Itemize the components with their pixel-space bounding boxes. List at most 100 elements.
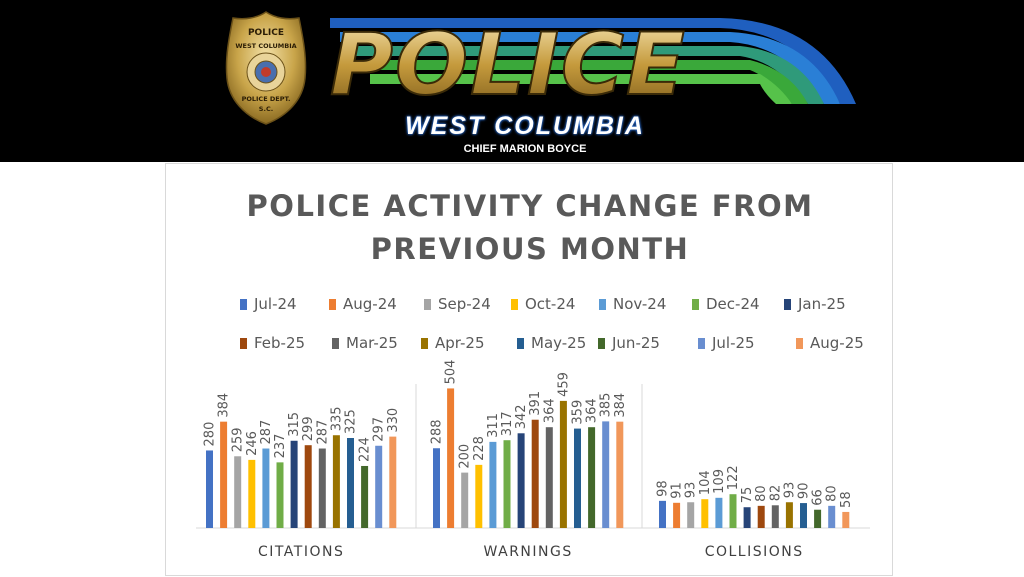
bar bbox=[842, 511, 850, 528]
legend-label: Aug-25 bbox=[810, 334, 864, 352]
bar bbox=[715, 497, 723, 528]
svg-text:S.C.: S.C. bbox=[259, 105, 273, 113]
data-label: 66 bbox=[811, 489, 826, 506]
legend-label: Dec-24 bbox=[706, 295, 760, 313]
bar bbox=[517, 433, 525, 528]
bar bbox=[290, 440, 298, 528]
data-label: 287 bbox=[315, 420, 330, 445]
data-label: 297 bbox=[372, 417, 387, 442]
chart-title-line-2: PREVIOUS MONTH bbox=[371, 232, 690, 266]
category-label: CITATIONS bbox=[258, 544, 344, 560]
legend-label: Nov-24 bbox=[613, 295, 666, 313]
police-badge-icon: POLICE WEST COLUMBIA POLICE DEPT. S.C. bbox=[225, 11, 307, 125]
data-label: 384 bbox=[217, 393, 232, 418]
category-label: WARNINGS bbox=[484, 544, 573, 560]
data-label: 259 bbox=[231, 427, 246, 452]
data-label: 364 bbox=[542, 398, 557, 423]
svg-text:POLICE DEPT.: POLICE DEPT. bbox=[242, 95, 291, 103]
bar bbox=[304, 445, 312, 528]
bar bbox=[687, 502, 695, 528]
bar bbox=[588, 427, 596, 528]
bar bbox=[701, 499, 709, 528]
bar bbox=[248, 459, 256, 528]
bar bbox=[475, 464, 483, 528]
legend-label: Apr-25 bbox=[435, 334, 485, 352]
legend-swatch bbox=[796, 338, 803, 349]
legend-label: Jun-25 bbox=[611, 334, 660, 352]
legend-swatch bbox=[692, 299, 699, 310]
data-label: 459 bbox=[556, 372, 571, 397]
bar bbox=[743, 507, 751, 528]
bar bbox=[757, 505, 765, 528]
data-label: 58 bbox=[839, 491, 854, 508]
legend-label: Oct-24 bbox=[525, 295, 575, 313]
bar bbox=[318, 448, 326, 528]
svg-text:POLICE: POLICE bbox=[330, 15, 687, 110]
data-label: 122 bbox=[726, 465, 741, 490]
legend-swatch bbox=[421, 338, 428, 349]
data-label: 98 bbox=[656, 480, 671, 497]
data-label: 93 bbox=[684, 482, 699, 499]
bar bbox=[616, 421, 624, 528]
bar bbox=[771, 505, 779, 528]
chart-panel: POLICE ACTIVITY CHANGE FROM PREVIOUS MON… bbox=[165, 163, 893, 576]
bar bbox=[461, 472, 469, 528]
bar bbox=[814, 509, 822, 528]
legend-swatch bbox=[517, 338, 524, 349]
data-label: 359 bbox=[571, 400, 586, 425]
legend-label: Mar-25 bbox=[346, 334, 398, 352]
bar bbox=[559, 400, 567, 528]
legend-label: May-25 bbox=[531, 334, 586, 352]
bar bbox=[602, 421, 610, 528]
bar bbox=[531, 419, 539, 528]
svg-text:POLICE: POLICE bbox=[248, 28, 284, 38]
data-label: 91 bbox=[670, 482, 685, 499]
data-label: 391 bbox=[528, 391, 543, 416]
bar bbox=[828, 505, 836, 528]
legend-label: Jul-24 bbox=[253, 295, 297, 313]
city-name: WEST COLUMBIA bbox=[405, 112, 645, 140]
header-banner: POLICE WEST COLUMBIA POLICE DEPT. S.C. P… bbox=[0, 0, 1024, 162]
chief-name: CHIEF MARION BOYCE bbox=[463, 143, 587, 155]
bar bbox=[262, 448, 270, 528]
bar bbox=[447, 388, 455, 528]
bar bbox=[206, 450, 213, 528]
bar bbox=[489, 441, 497, 528]
legend-swatch bbox=[784, 299, 791, 310]
data-label: 504 bbox=[444, 360, 459, 385]
data-label: 280 bbox=[203, 422, 218, 447]
bar bbox=[347, 438, 354, 528]
svg-text:WEST COLUMBIA: WEST COLUMBIA bbox=[235, 42, 296, 50]
data-label: 246 bbox=[245, 431, 260, 456]
data-label: 288 bbox=[430, 419, 445, 444]
data-label: 82 bbox=[768, 485, 783, 502]
bar bbox=[375, 445, 383, 528]
legend-swatch bbox=[240, 338, 247, 349]
bar bbox=[234, 456, 242, 528]
legend-label: Sep-24 bbox=[438, 295, 491, 313]
data-label: 93 bbox=[782, 482, 797, 499]
chart-legend: Jul-24 Aug-24 Sep-24 Oct-24 Nov-24 Dec-24 Jan-… bbox=[240, 295, 864, 352]
legend-swatch bbox=[332, 338, 339, 349]
data-label: 80 bbox=[825, 485, 840, 502]
data-label: 237 bbox=[273, 434, 288, 459]
data-label: 287 bbox=[259, 420, 274, 445]
data-label: 317 bbox=[500, 411, 515, 436]
bar bbox=[389, 436, 397, 528]
bar bbox=[361, 465, 369, 528]
data-label: 224 bbox=[358, 437, 373, 462]
bar bbox=[220, 421, 228, 528]
legend-label: Feb-25 bbox=[254, 334, 305, 352]
legend-swatch bbox=[698, 338, 705, 349]
data-label: 109 bbox=[712, 469, 727, 494]
bar bbox=[785, 502, 793, 528]
bar bbox=[545, 427, 553, 528]
data-label: 228 bbox=[472, 436, 487, 461]
chart-title-line-1: POLICE ACTIVITY CHANGE FROM bbox=[247, 189, 814, 223]
data-label: 200 bbox=[458, 444, 473, 469]
legend-label: Jul-25 bbox=[711, 334, 755, 352]
category-label: COLLISIONS bbox=[705, 544, 804, 560]
police-wordmark-logo: POLICE bbox=[329, 14, 856, 110]
bar bbox=[332, 435, 340, 528]
data-label: 385 bbox=[599, 393, 614, 418]
